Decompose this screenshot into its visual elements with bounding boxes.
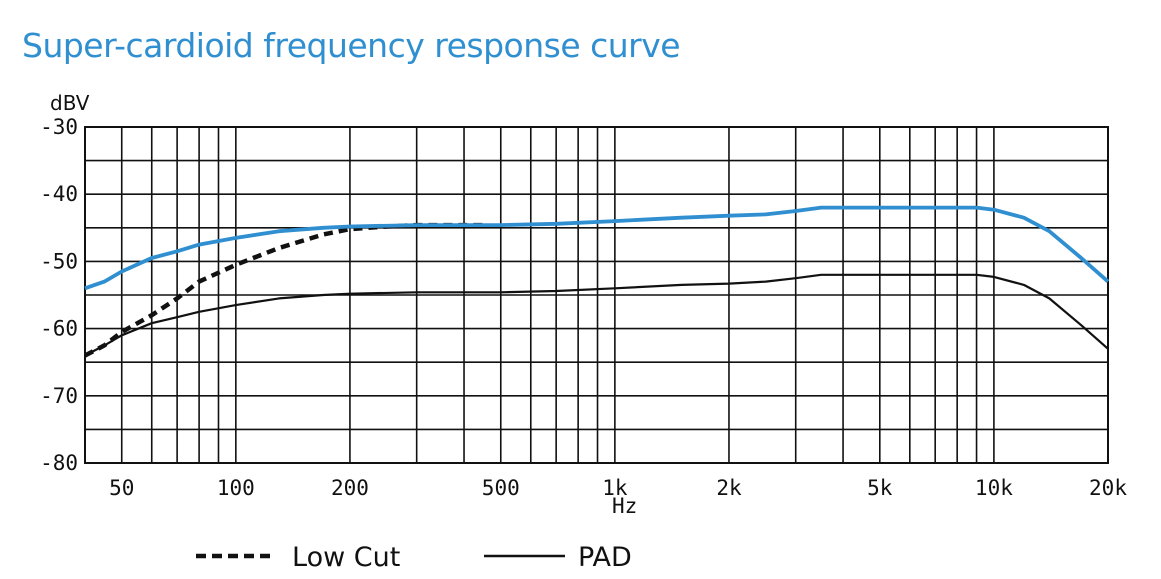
x-tick-label: 200 [331, 476, 369, 500]
x-tick-label: 500 [482, 476, 520, 500]
low-cut-line [83, 222, 484, 358]
x-tick-label: 50 [109, 476, 134, 500]
grid [84, 126, 1109, 464]
legend: Low Cut PAD [196, 542, 632, 573]
x-tick-label: 5k [867, 476, 893, 500]
y-tick-label: -60 [40, 317, 78, 341]
x-axis-label: Hz [612, 494, 637, 518]
y-tick-label: -50 [40, 249, 78, 273]
legend-low-cut-label: Low Cut [292, 542, 400, 573]
y-axis-label: dBV [50, 91, 90, 115]
legend-pad-label: PAD [578, 542, 632, 573]
x-tick-label: 1k [602, 476, 628, 500]
tick-labels: -30 -40 -50 -60 -70 -80 50 100 200 500 1k 2k 5k 10k 20… [40, 115, 1127, 500]
y-tick-label: -70 [40, 384, 78, 408]
plot-frame [84, 126, 1109, 464]
chart-title: Super-cardioid frequency response curve [22, 26, 681, 65]
response-line [84, 205, 1110, 291]
series-group [83, 205, 1110, 358]
y-tick-label: -40 [40, 182, 78, 206]
pad-line [84, 273, 1109, 357]
y-tick-label: -80 [40, 451, 78, 475]
x-tick-label: 20k [1089, 476, 1127, 500]
x-tick-label: 10k [975, 476, 1013, 500]
x-tick-label: 100 [217, 476, 255, 500]
x-tick-label: 2k [716, 476, 742, 500]
y-tick-label: -30 [40, 115, 78, 139]
